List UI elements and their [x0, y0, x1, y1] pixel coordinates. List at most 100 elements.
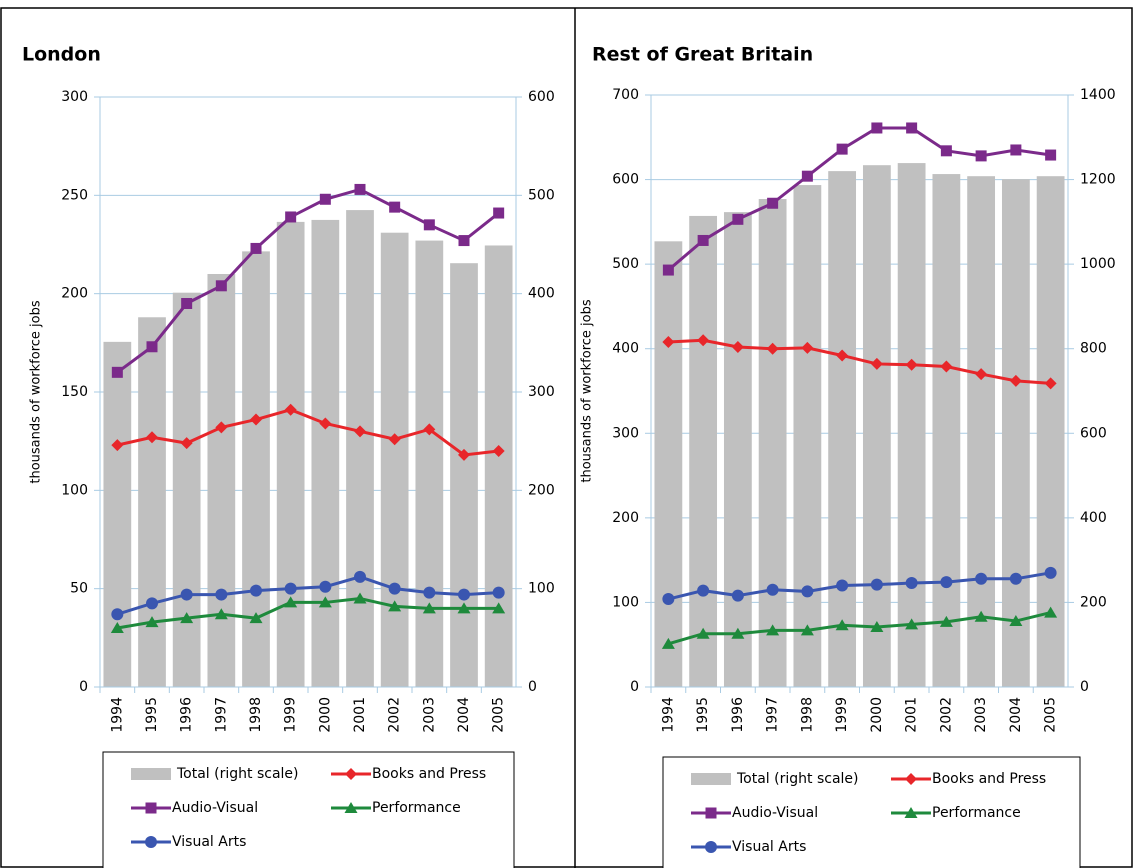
- marker: [345, 768, 357, 780]
- marker: [250, 413, 262, 426]
- bar: [450, 263, 478, 687]
- legend-label: Books and Press: [372, 766, 486, 782]
- marker: [975, 368, 988, 381]
- marker: [697, 234, 709, 246]
- bar: [967, 176, 996, 687]
- marker: [836, 349, 849, 362]
- marker: [458, 588, 470, 601]
- bar: [654, 241, 683, 687]
- bar: [1036, 176, 1065, 687]
- y-tick-label: 300: [61, 89, 88, 105]
- marker: [731, 589, 744, 602]
- bar: [276, 221, 305, 687]
- marker: [1009, 374, 1022, 387]
- y2-tick-label: 200: [528, 482, 555, 498]
- y-axis-label: thousands of workforce jobs: [580, 299, 595, 482]
- marker: [870, 357, 883, 370]
- x-tick-label: 2002: [387, 697, 403, 733]
- marker: [661, 637, 675, 649]
- marker: [905, 576, 918, 589]
- marker: [1044, 377, 1057, 390]
- y2-tick-label: 200: [1080, 594, 1107, 610]
- marker: [871, 122, 883, 134]
- y2-tick-label: 400: [1080, 510, 1107, 526]
- marker: [492, 602, 506, 614]
- marker: [801, 341, 814, 354]
- bar: [172, 292, 201, 687]
- x-tick-label: 2002: [938, 697, 954, 733]
- marker: [180, 612, 194, 624]
- marker: [111, 608, 124, 621]
- marker: [974, 610, 988, 622]
- line: [116, 187, 500, 374]
- bar: [723, 212, 752, 688]
- marker: [1009, 615, 1023, 627]
- marker: [975, 572, 988, 585]
- marker: [284, 596, 298, 608]
- y-tick-label: 50: [70, 581, 88, 597]
- marker: [318, 596, 332, 608]
- marker: [766, 583, 779, 596]
- legend-label: Total (right scale): [736, 771, 859, 787]
- y-tick-label: 300: [612, 425, 639, 441]
- y2-tick-label: 1200: [1080, 172, 1116, 188]
- marker: [319, 417, 332, 430]
- y-tick-label: 200: [612, 510, 639, 526]
- marker: [835, 619, 849, 631]
- marker: [146, 341, 158, 353]
- marker: [388, 433, 401, 446]
- y-tick-label: 700: [612, 87, 639, 103]
- y2-tick-label: 600: [528, 89, 555, 105]
- line: [667, 126, 1051, 272]
- bar: [897, 163, 926, 687]
- legend-label: Visual Arts: [732, 839, 806, 855]
- marker: [731, 341, 744, 354]
- bar: [862, 165, 891, 688]
- marker: [662, 593, 675, 606]
- bar: [103, 341, 132, 687]
- marker: [1044, 606, 1058, 618]
- marker: [457, 602, 471, 614]
- x-tick-label: 1996: [730, 697, 746, 733]
- marker: [146, 431, 158, 444]
- marker: [940, 145, 952, 157]
- x-tick-label: 1998: [248, 697, 264, 733]
- marker: [145, 616, 159, 628]
- marker: [354, 425, 366, 438]
- y-tick-label: 100: [612, 594, 639, 610]
- marker: [493, 207, 505, 219]
- legend-label: Audio-Visual: [172, 800, 258, 816]
- x-tick-label: 1997: [765, 697, 781, 733]
- x-tick-label: 2001: [904, 697, 920, 733]
- bar: [828, 171, 857, 688]
- marker: [767, 197, 779, 209]
- chart-title: Rest of Great Britain: [592, 44, 813, 66]
- marker: [940, 576, 953, 589]
- marker: [766, 624, 780, 636]
- marker: [423, 423, 436, 436]
- marker: [662, 264, 674, 276]
- marker: [492, 586, 505, 599]
- line: [117, 596, 499, 630]
- y2-tick-label: 100: [528, 581, 555, 597]
- x-tick-label: 2003: [973, 697, 989, 733]
- marker: [800, 624, 814, 636]
- x-tick-label: 2000: [869, 697, 885, 733]
- marker: [388, 582, 401, 595]
- y2-tick-label: 1400: [1080, 87, 1116, 103]
- x-tick-label: 1994: [109, 697, 125, 733]
- x-tick-label: 1995: [144, 697, 160, 733]
- marker: [111, 366, 123, 378]
- marker: [905, 358, 918, 371]
- marker: [249, 612, 263, 624]
- y2-tick-label: 0: [1080, 679, 1089, 695]
- legend-label: Performance: [932, 805, 1021, 821]
- marker: [423, 586, 436, 599]
- marker: [1045, 149, 1057, 161]
- line: [667, 611, 1051, 646]
- bar: [207, 274, 236, 687]
- marker: [111, 439, 124, 452]
- marker: [801, 170, 813, 182]
- x-tick-label: 2004: [1008, 697, 1024, 733]
- y-tick-label: 400: [612, 341, 639, 357]
